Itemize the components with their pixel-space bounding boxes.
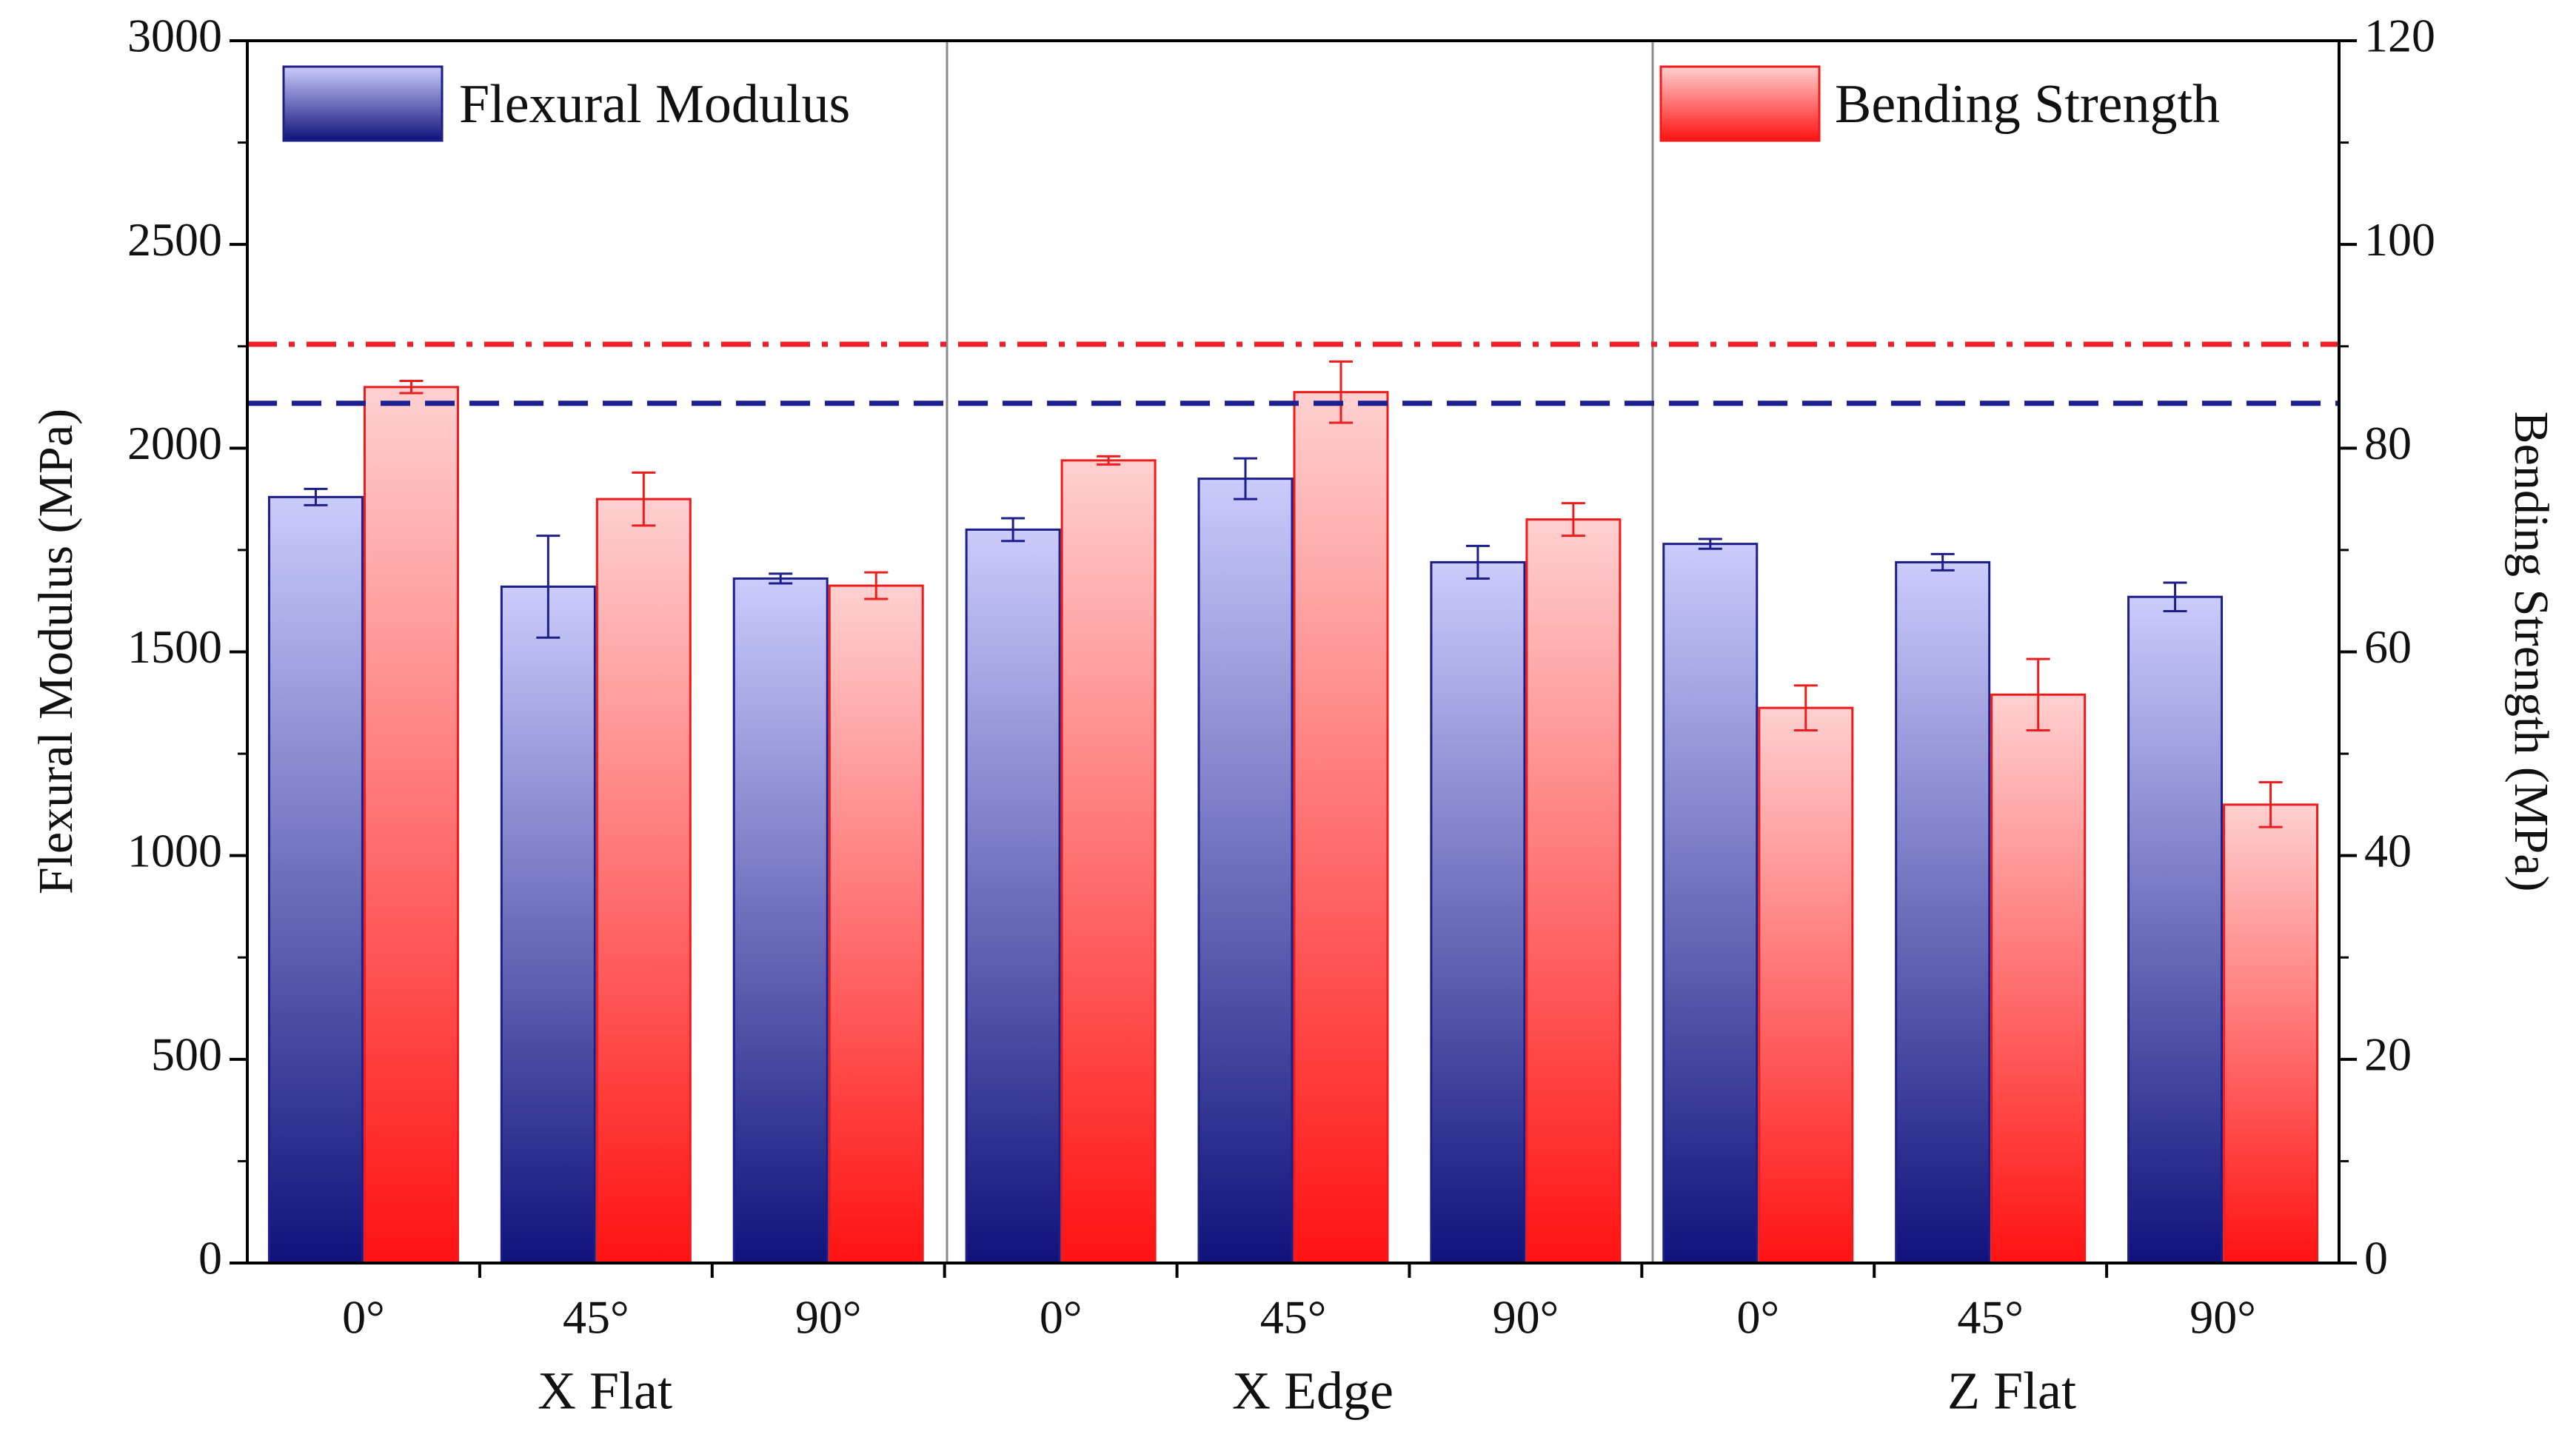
ticks-layer: 0 500 1000 1500 2000 2500 3000 0 20 40 60 80 100 120 <box>127 10 2435 1284</box>
bar-flexural-modulus <box>1662 543 1759 1265</box>
error-bar-bending-strength <box>2258 781 2283 828</box>
error-bar-bending-strength <box>1793 684 1818 731</box>
bar-bending-strength <box>1293 391 1389 1265</box>
error-bar-bending-strength <box>1097 455 1121 466</box>
bars-layer: 0° 45° 90° 0° 45° 90° 0° 45° 90° <box>267 360 2319 1344</box>
x-tick-label: 90° <box>1493 1291 1559 1344</box>
x-tick-label: 45° <box>563 1291 629 1344</box>
bar-flexural-modulus <box>1430 560 1526 1265</box>
y-axis-title-left: Flexural Modulus (MPa) <box>29 409 83 894</box>
y-tick-label-right: 20 <box>2364 1028 2412 1081</box>
y-tick-label-right: 120 <box>2364 10 2435 62</box>
group-label-x-edge: X Edge <box>1232 1361 1394 1421</box>
error-bar-flexural-modulus <box>1001 517 1026 543</box>
bar-flexural-modulus <box>1197 478 1294 1265</box>
x-tick-label: 90° <box>2189 1291 2256 1344</box>
x-tick-label: 0° <box>1040 1291 1083 1344</box>
error-bar-bending-strength <box>2026 657 2050 731</box>
bar-bending-strength <box>595 498 692 1265</box>
error-bar-flexural-modulus <box>304 487 328 506</box>
y-tick-label-left: 2500 <box>127 213 222 266</box>
x-tick-label: 45° <box>1260 1291 1327 1344</box>
legend-label-bending-strength: Bending Strength <box>1835 74 2220 135</box>
bar-bending-strength <box>1990 693 2087 1265</box>
plot-frame <box>246 39 2341 1265</box>
y-tick-label-left: 500 <box>151 1028 222 1081</box>
y-tick-label-left: 1500 <box>127 620 222 673</box>
bar-flexural-modulus <box>267 495 364 1265</box>
error-bar-flexural-modulus <box>1465 544 1490 580</box>
y-tick-label-left: 1000 <box>127 824 222 877</box>
reference-lines-layer <box>247 341 2339 406</box>
y-axis-title-right: Bending Strength (MPa) <box>2504 412 2558 892</box>
error-bar-flexural-modulus <box>536 535 561 639</box>
bar-flexural-modulus <box>732 577 829 1265</box>
x-tick-label: 45° <box>1957 1291 2024 1344</box>
bar-flexural-modulus <box>1895 560 1991 1265</box>
error-bar-bending-strength <box>864 571 889 600</box>
error-bar-flexural-modulus <box>2163 581 2187 612</box>
error-bar-bending-strength <box>1329 360 1353 424</box>
bar-flexural-modulus <box>500 585 596 1265</box>
bar-bending-strength <box>1758 706 1854 1265</box>
bar-bending-strength <box>1060 459 1157 1265</box>
bar-bending-strength <box>1525 518 1622 1265</box>
group-label-z-flat: Z Flat <box>1947 1361 2076 1421</box>
error-bar-bending-strength <box>1561 502 1585 537</box>
y-tick-label-left: 0 <box>198 1232 222 1284</box>
error-bar-flexural-modulus <box>1698 537 1722 550</box>
bar-flexural-modulus <box>2127 595 2224 1265</box>
x-tick-label: 90° <box>795 1291 862 1344</box>
error-bar-bending-strength <box>399 380 424 395</box>
error-bar-bending-strength <box>632 471 656 527</box>
legend-label-flexural-modulus: Flexural Modulus <box>459 74 850 135</box>
y-tick-label-right: 100 <box>2364 213 2435 266</box>
group-label-x-flat: X Flat <box>538 1361 672 1421</box>
legend-swatch-bending-strength <box>1659 65 1821 142</box>
bar-bending-strength <box>828 584 924 1265</box>
y-tick-label-right: 40 <box>2364 824 2412 877</box>
bar-bending-strength <box>363 386 459 1265</box>
error-bar-flexural-modulus <box>769 572 793 585</box>
y-tick-label-right: 60 <box>2364 620 2412 673</box>
y-tick-label-right: 0 <box>2364 1232 2388 1284</box>
y-tick-label-left: 2000 <box>127 417 222 469</box>
y-tick-label-left: 3000 <box>127 10 222 62</box>
x-tick-label: 0° <box>342 1291 385 1344</box>
x-tick-label: 0° <box>1736 1291 1779 1344</box>
y-tick-label-right: 80 <box>2364 417 2412 469</box>
error-bar-flexural-modulus <box>1234 457 1257 500</box>
bar-flexural-modulus <box>965 528 1061 1265</box>
legend-swatch-flexural-modulus <box>282 65 444 142</box>
error-bar-flexural-modulus <box>1930 552 1955 572</box>
bar-bending-strength <box>2223 803 2319 1265</box>
